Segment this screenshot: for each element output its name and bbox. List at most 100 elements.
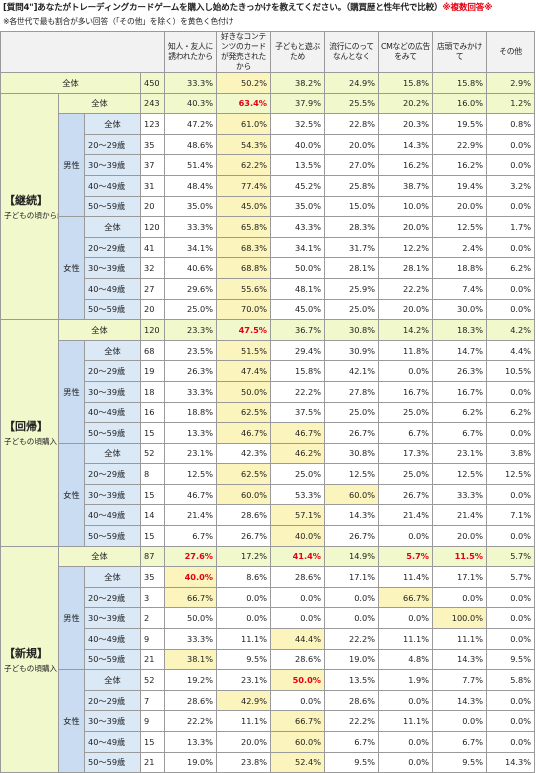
value-cell: 44.4% [270, 628, 325, 650]
age-label: 20～29歳 [84, 360, 141, 382]
value-cell: 35.0% [270, 195, 325, 218]
value-cell: 11.1% [378, 710, 433, 732]
gender-label: 女性 [58, 442, 85, 547]
value-cell: 14.3% [432, 689, 487, 712]
gender-label: 女性 [58, 216, 85, 321]
value-cell: 0.0% [486, 236, 535, 259]
value-cell: 55.6% [216, 277, 271, 300]
value-cell: 21.4% [378, 504, 433, 527]
value-cell: 4.2% [486, 319, 535, 341]
value-cell: 77.4% [216, 174, 271, 197]
table-row: 女性 全体 52 19.2% 23.1% 50.0% 13.5% 1.9% 7.7% 5.8% [1, 669, 535, 773]
value-cell: 24.9% [324, 72, 379, 94]
age-label: 50～59歳 [84, 298, 141, 321]
value-cell: 37.5% [270, 401, 325, 424]
value-cell: 27.0% [324, 154, 379, 176]
value-cell: 51.4% [164, 154, 217, 176]
value-cell: 40.0% [164, 566, 217, 588]
multiple-answer-tag: ※複数回答※ [442, 3, 493, 13]
value-cell: 0.0% [486, 525, 535, 547]
sample-size: 21 [140, 648, 165, 671]
value-cell: 7.7% [432, 669, 487, 691]
gender-label: 女性 [58, 669, 85, 773]
gender-label: 男性 [58, 339, 85, 444]
value-cell: 28.1% [324, 257, 379, 279]
value-cell: 19.0% [324, 648, 379, 671]
value-cell: 22.2% [270, 380, 325, 403]
value-cell: 8.6% [216, 566, 271, 588]
value-cell: 0.0% [378, 525, 433, 547]
value-cell: 27.8% [324, 380, 379, 403]
age-label: 30～39歳 [84, 710, 141, 732]
value-cell: 11.1% [432, 628, 487, 650]
value-cell: 28.6% [270, 566, 325, 588]
value-cell: 46.7% [270, 422, 325, 444]
value-cell: 16.0% [432, 92, 487, 115]
value-cell: 0.0% [432, 710, 487, 732]
age-label: 全体 [84, 566, 141, 588]
value-cell: 100.0% [432, 607, 487, 630]
segment-label: 【継続】子どもの頃から継続して購入している [0, 92, 59, 321]
value-cell: 23.1% [164, 442, 217, 465]
segment-description: 子どもの頃から継続して購入している [4, 210, 58, 220]
table-row: 30～39歳 18 33.3% 50.0% 22.2% 27.8% 16.7% 16.7% 0.… [1, 380, 535, 403]
segment-name: 【新規】 [4, 646, 48, 660]
value-cell: 14.9% [324, 545, 379, 568]
col-header: 知人・友人に誘われたから [164, 31, 217, 73]
value-cell: 6.7% [432, 422, 487, 444]
gender-label: 男性 [58, 566, 85, 671]
value-cell: 22.2% [164, 710, 217, 732]
value-cell: 0.0% [378, 607, 433, 630]
value-cell: 26.7% [378, 483, 433, 506]
value-cell: 0.0% [378, 731, 433, 753]
value-cell: 50.0% [270, 257, 325, 279]
value-cell: 26.7% [324, 422, 379, 444]
value-cell: 0.0% [378, 751, 433, 773]
value-cell: 28.6% [164, 689, 217, 712]
value-cell: 47.5% [216, 319, 271, 341]
age-label: 30～39歳 [84, 154, 141, 176]
value-cell: 32.5% [270, 113, 325, 135]
value-cell: 20.0% [324, 133, 379, 156]
value-cell: 3.8% [486, 442, 535, 465]
value-cell: 26.7% [324, 525, 379, 547]
gender-label: 男性 [58, 113, 85, 218]
value-cell: 20.0% [216, 731, 271, 753]
table-row: 40～49歳 9 33.3% 11.1% 44.4% 22.2% 11.1% 11.1% 0.0… [1, 628, 535, 650]
value-cell: 12.5% [324, 463, 379, 485]
value-cell: 38.2% [270, 72, 325, 94]
value-cell: 0.0% [486, 277, 535, 300]
value-cell: 0.0% [486, 154, 535, 176]
table-body: 全体 450 33.3% 50.2% 38.2% 24.9% 15.8% 15.8% 2.9% 【… [0, 72, 535, 773]
value-cell: 42.3% [216, 442, 271, 465]
sample-size: 37 [140, 154, 165, 176]
sample-size: 32 [140, 257, 165, 279]
value-cell: 38.1% [164, 648, 217, 671]
value-cell: 19.0% [164, 751, 217, 773]
value-cell: 30.9% [324, 339, 379, 362]
segment-total-label: 全体 [58, 545, 141, 568]
value-cell: 12.2% [378, 236, 433, 259]
table-row: 40～49歳 27 29.6% 55.6% 48.1% 25.9% 22.2% 7.4% 0.0… [1, 277, 535, 300]
sample-size: 9 [140, 628, 165, 650]
value-cell: 12.5% [486, 463, 535, 485]
table-row: 40～49歳 14 21.4% 28.6% 57.1% 14.3% 21.4% 21.4% 7.… [1, 504, 535, 527]
value-cell: 16.7% [378, 380, 433, 403]
value-cell: 0.0% [270, 607, 325, 630]
value-cell: 40.0% [270, 525, 325, 547]
value-cell: 33.3% [164, 628, 217, 650]
value-cell: 68.3% [216, 236, 271, 259]
value-cell: 0.0% [378, 689, 433, 712]
value-cell: 18.8% [164, 401, 217, 424]
value-cell: 36.7% [270, 319, 325, 341]
value-cell: 19.5% [432, 113, 487, 135]
value-cell: 28.6% [216, 504, 271, 527]
table-row: 30～39歳 2 50.0% 0.0% 0.0% 0.0% 0.0% 100.0% 0.0% [1, 607, 535, 630]
col-header: 流行にのってなんとなく [324, 31, 379, 73]
age-label: 全体 [84, 216, 141, 238]
age-label: 40～49歳 [84, 504, 141, 527]
value-cell: 21.4% [164, 504, 217, 527]
value-cell: 47.2% [164, 113, 217, 135]
age-label: 全体 [84, 339, 141, 362]
value-cell: 23.1% [432, 442, 487, 465]
